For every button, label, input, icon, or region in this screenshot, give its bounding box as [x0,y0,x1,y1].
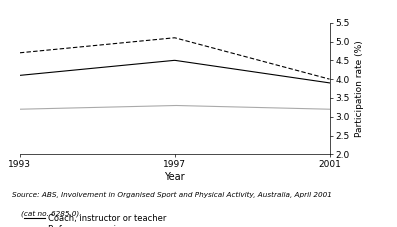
Referee or umpire [202,105,206,108]
Referee or umpire [299,107,304,110]
Committee member or administrator [17,52,22,54]
Coach, instructor or teacher [279,75,284,77]
Legend: Coach, instructor or teacher, Referee or umpire, Committee member or administrat: Coach, instructor or teacher, Referee or… [24,214,204,227]
Committee member or administrator [202,44,206,47]
Committee member or administrator [299,70,304,73]
Committee member or administrator [208,46,213,49]
Coach, instructor or teacher [19,74,23,77]
Referee or umpire [172,104,177,107]
Referee or umpire [327,108,332,111]
Referee or umpire [208,105,213,108]
Coach, instructor or teacher [203,63,208,66]
Referee or umpire [279,107,284,109]
Committee member or administrator [327,78,332,81]
Committee member or administrator [279,65,284,68]
Referee or umpire [203,105,208,108]
Coach, instructor or teacher [17,74,22,77]
Coach, instructor or teacher [208,64,213,67]
Referee or umpire [19,108,23,111]
Line: Referee or umpire: Referee or umpire [20,106,330,109]
Committee member or administrator [19,51,23,54]
Coach, instructor or teacher [299,77,304,80]
Referee or umpire [17,108,22,111]
X-axis label: Year: Year [164,172,185,182]
Coach, instructor or teacher [202,63,206,66]
Text: (cat no. 6285.0).: (cat no. 6285.0). [12,210,81,217]
Coach, instructor or teacher [327,81,332,84]
Text: Source: ABS, Involvement in Organised Sport and Physical Activity, Australia, Ap: Source: ABS, Involvement in Organised Sp… [12,192,332,198]
Committee member or administrator [203,44,208,47]
Line: Coach, instructor or teacher: Coach, instructor or teacher [20,60,330,83]
Coach, instructor or teacher [172,59,177,62]
Committee member or administrator [172,37,177,39]
Y-axis label: Participation rate (%): Participation rate (%) [355,40,364,137]
Line: Committee member or administrator: Committee member or administrator [20,38,330,79]
